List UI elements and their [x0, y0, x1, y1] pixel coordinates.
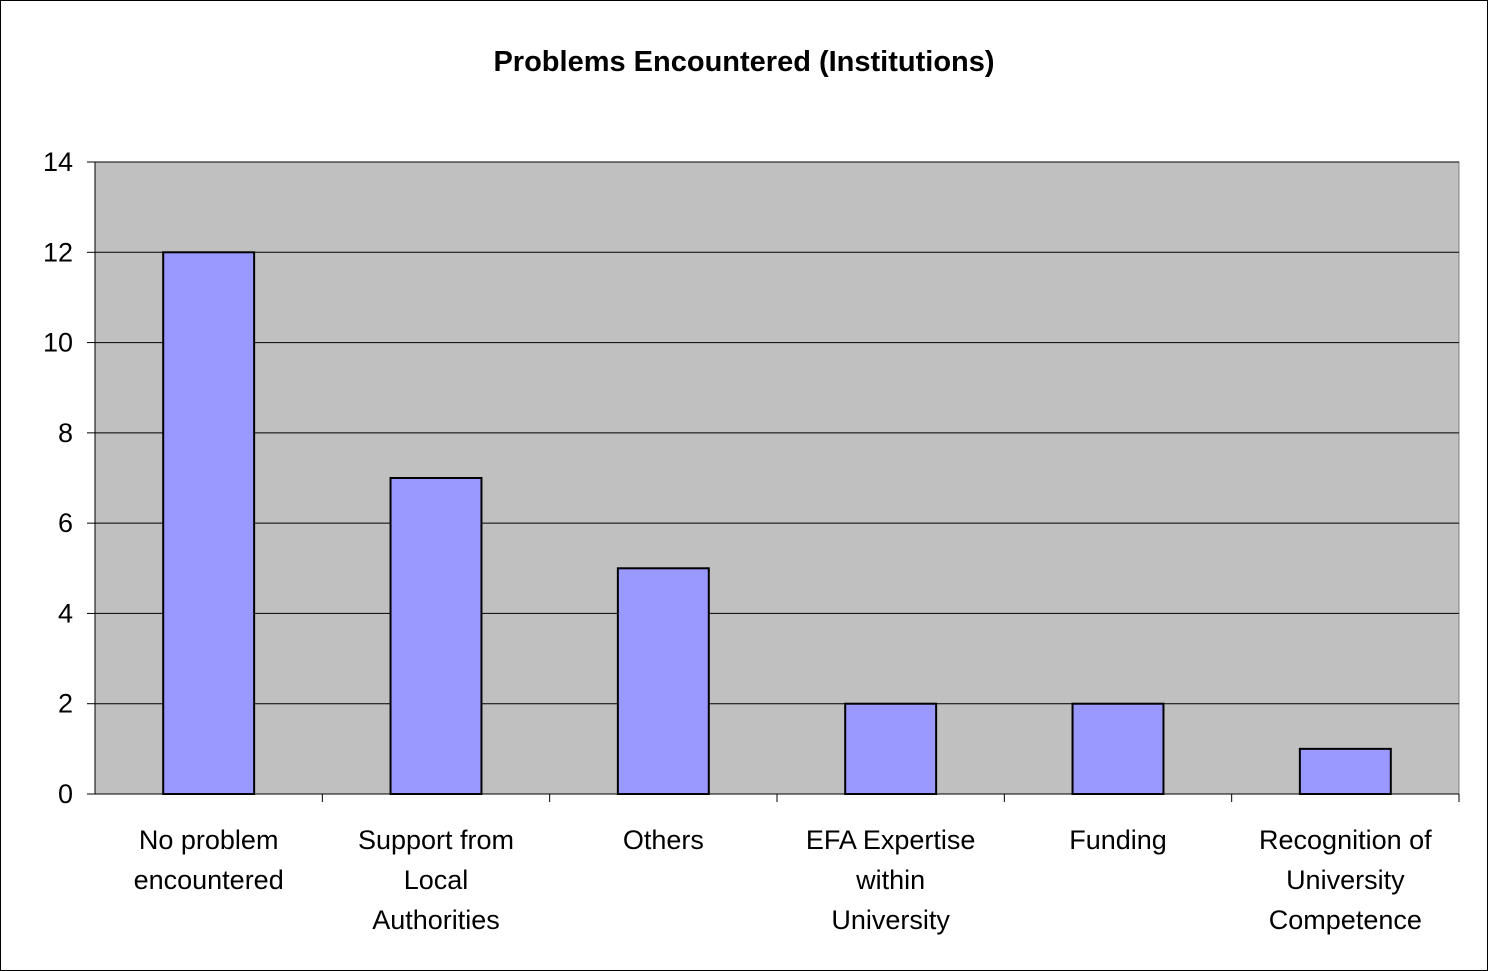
bar — [162, 251, 256, 796]
x-category-labels: No problem encountered Support from Local Au… — [134, 825, 1433, 935]
y-tick-label: 6 — [58, 508, 73, 538]
x-category-label-line: Competence — [1269, 905, 1422, 935]
x-category-label-line: within — [855, 865, 925, 895]
x-category-label-line: University — [1286, 865, 1405, 895]
y-tick-label: 10 — [43, 328, 73, 358]
x-category-label-line: Support from — [358, 825, 514, 855]
x-category-label-line: Others — [623, 825, 704, 855]
x-category-label: Recognition of University Competence — [1259, 825, 1432, 935]
y-tick-label: 0 — [58, 779, 73, 809]
y-tick-label: 4 — [58, 598, 73, 628]
x-category-label-line: encountered — [134, 865, 284, 895]
x-category-label-line: Authorities — [372, 905, 500, 935]
y-tick-label: 14 — [43, 147, 73, 177]
y-tick-label: 8 — [58, 418, 73, 448]
bar — [1071, 702, 1165, 796]
x-category-label: Others — [623, 825, 704, 855]
x-category-label: Support from Local Authorities — [358, 825, 514, 935]
x-category-label: No problem encountered — [134, 825, 284, 895]
axes — [87, 161, 1460, 802]
gridlines — [95, 161, 1459, 705]
x-category-label-line: Local — [404, 865, 469, 895]
bar — [389, 477, 483, 795]
x-category-label-line: EFA Expertise — [806, 825, 976, 855]
y-tick-label: 2 — [58, 689, 73, 719]
plot-area — [94, 161, 1460, 795]
x-category-label: Funding — [1069, 825, 1167, 855]
x-category-label-line: No problem — [139, 825, 279, 855]
x-category-label-line: Recognition of — [1259, 825, 1432, 855]
y-tick-label: 12 — [43, 237, 73, 267]
x-category-label: EFA Expertise within University — [806, 825, 976, 935]
bar — [1298, 747, 1392, 795]
x-category-label-line: Funding — [1069, 825, 1167, 855]
y-tick-labels: 0 2 4 6 8 10 12 14 — [43, 147, 73, 809]
x-category-label-line: University — [831, 905, 950, 935]
bar — [616, 567, 710, 795]
chart-title: Problems Encountered (Institutions) — [493, 46, 994, 78]
bar — [844, 702, 938, 796]
